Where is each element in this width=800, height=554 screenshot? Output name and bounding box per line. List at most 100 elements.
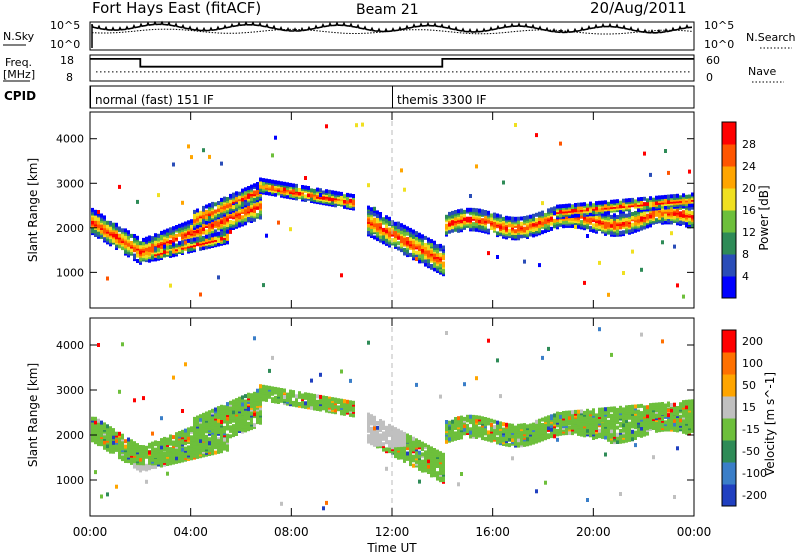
velocity-cell [451,419,454,424]
velocity-cell [298,391,301,396]
velocity-cell [280,388,283,392]
velocity-cell [157,441,160,445]
velocity-cell [142,452,145,457]
velocity-cell [178,443,181,448]
power-cell [220,223,223,228]
power-cell [286,182,289,187]
velocity-scatter-cell [490,422,493,427]
power-cell [250,217,253,222]
power-cell [625,198,628,203]
velocity-cell [205,434,208,439]
velocity-scatter-cell [319,372,322,377]
power-cell [502,225,505,230]
velocity-cell [553,413,556,418]
power-cell [133,234,136,238]
power-scatter-cell [184,240,187,245]
power-cell [649,214,652,219]
power-cell [526,229,529,234]
velocity-scatter-cell [121,342,124,347]
power-cell [211,236,214,241]
power-cell [481,225,484,230]
power-cell [430,242,433,247]
power-cell [448,229,451,234]
velocity-cell [439,463,442,468]
velocity-cell [316,394,319,399]
power-cell [658,204,661,209]
velocity-cell [619,434,622,439]
velocity-cell [640,432,643,436]
velocity-cell [490,438,493,443]
velocity-cell [100,438,103,443]
power-cell [202,223,205,228]
velocity-cell [448,426,451,431]
power-scatter-cell [586,234,589,238]
power-cell [202,227,205,231]
velocity-cell [571,425,574,430]
power-cell [91,227,94,232]
power-cell [466,216,469,221]
velocity-cell [532,422,535,427]
colorbar-tick-label: 4 [742,270,749,283]
velocity-cell [430,446,433,451]
power-cell [619,204,622,209]
velocity-cell [112,431,115,436]
power-cell [142,241,145,246]
noise-right-tick-bottom: 10^0 [704,38,734,51]
power-cell [181,240,184,245]
velocity-cell [370,441,373,446]
power-cell [679,195,682,200]
cpid-label: CPID [4,89,36,103]
power-cell [664,220,667,225]
velocity-cell [94,420,97,425]
power-scatter-cell [661,240,664,245]
velocity-cell [562,421,565,426]
power-cell [499,217,502,222]
power-cell [130,233,133,238]
power-cell [94,229,97,234]
velocity-cell [223,437,226,442]
velocity-cell [199,425,202,429]
power-cell [427,244,430,249]
velocity-cell [610,406,613,411]
power-cell [445,214,448,219]
power-cell [511,223,514,228]
power-cell [544,223,547,228]
velocity-cell [202,412,205,417]
power-cell [649,196,652,201]
power-cell [277,191,280,196]
power-cell [403,224,406,229]
power-cell [121,233,124,238]
power-cell [193,209,196,214]
velocity-cell [244,419,247,424]
velocity-cell [304,395,307,400]
power-cell [115,222,118,227]
velocity-cell [610,420,613,425]
velocity-cell [109,446,112,450]
velocity-cell [142,461,145,466]
velocity-cell [133,441,136,446]
velocity-cell [466,414,469,419]
power-cell [223,227,226,232]
velocity-cell [382,431,385,436]
power-cell [181,222,184,227]
velocity-scatter-cell [133,398,136,403]
power-cell [466,207,469,212]
velocity-scatter-cell [142,396,145,401]
power-cell [667,194,670,199]
velocity-cell [499,421,502,426]
power-cell [205,238,208,243]
power-cell [214,229,217,234]
power-cell [658,212,661,217]
power-cell [475,222,478,227]
frequency-panel-frame [89,54,695,82]
power-cell [505,215,508,220]
velocity-cell [223,429,226,434]
velocity-cell [559,414,562,419]
velocity-cell [457,432,460,437]
velocity-cell [466,423,469,428]
velocity-cell [616,440,619,444]
velocity-cell [628,405,631,409]
power-cell [691,205,694,210]
